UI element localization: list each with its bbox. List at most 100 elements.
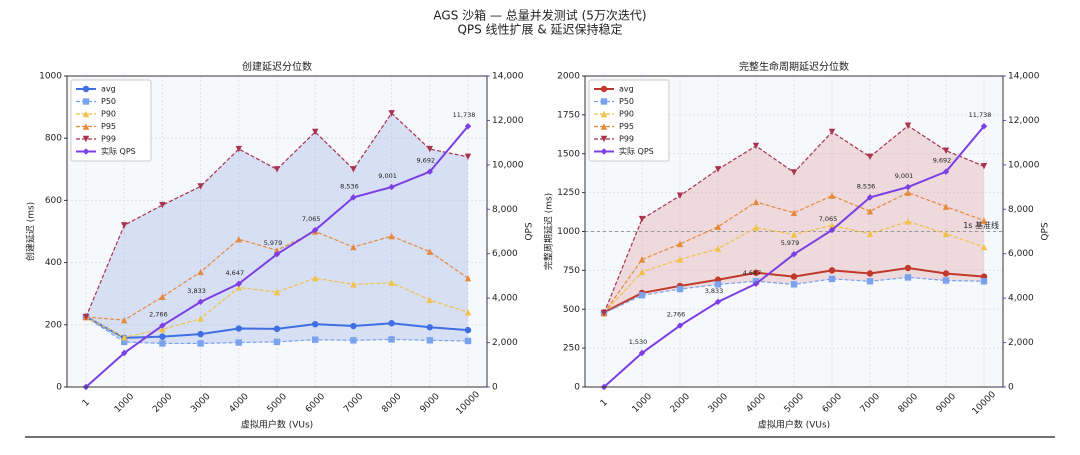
marker [752,224,760,231]
marker [273,325,281,333]
value-label: 3,833 [187,287,206,295]
reference-label: 1s 基准线 [963,220,999,230]
x-tick-label: 5000 [783,392,806,415]
x-tick-label: 9000 [935,392,958,415]
marker [790,281,798,288]
y2-axis-label: QPS [1041,222,1051,241]
marker [82,135,90,143]
marker [388,232,395,240]
x-tick-label: 3000 [707,392,730,415]
marker [980,162,988,170]
x-tick-label: 2000 [669,392,692,415]
marker [752,198,760,206]
legend-label: P90 [101,110,116,119]
value-label: 9,001 [895,172,914,180]
marker [121,338,128,346]
marker [942,168,950,175]
marker [464,123,472,130]
figure-title: AGS 沙箱 — 总量并发测试 (5万次迭代) [433,8,646,23]
marker [159,322,166,329]
x-tick-label: 1 [599,398,610,409]
plot-frame [66,75,488,388]
value-label: 9,692 [416,157,435,165]
y-tick-label: 1000 [39,72,62,82]
marker [312,226,319,234]
marker [638,215,646,223]
band-fill [604,125,984,314]
x-tick-label: 8000 [380,392,403,415]
value-label: 1,530 [629,338,648,346]
y-tick-label: 1500 [557,149,580,159]
marker [600,135,608,143]
marker [600,309,608,317]
marker [904,274,912,281]
marker [82,123,90,130]
value-label: 4,647 [225,269,244,277]
marker [828,267,836,274]
marker [638,292,646,299]
marker [600,123,608,130]
legend-label: P99 [101,135,116,144]
marker [235,236,242,243]
y2-tick-label: 4,000 [1008,294,1034,304]
marker [866,153,874,161]
marker [159,201,166,209]
legend-label: P50 [101,97,116,106]
marker [350,281,357,288]
marker [121,334,128,341]
y-tick-label: 2000 [557,72,580,82]
marker [866,270,874,277]
marker [942,270,950,277]
marker [828,192,836,199]
value-label: 11,738 [969,111,992,119]
x-axis-label: 虚拟用户数 (VUs) [758,419,830,431]
marker [388,320,395,327]
y2-tick-label: 10,000 [1008,160,1040,170]
marker [942,147,950,154]
marker [426,324,433,331]
marker [904,122,912,129]
y2-tick-label: 2,000 [1008,338,1034,348]
value-label: 9,001 [378,172,397,180]
marker [273,166,281,173]
marker [235,280,242,287]
marker [980,123,988,130]
y-axis-label: 创建延迟 (ms) [25,202,37,261]
marker [197,340,204,347]
marker [159,326,166,333]
marker [235,284,242,291]
marker [121,222,128,229]
x-tick-label: 7000 [342,392,365,415]
marker [942,230,950,238]
y2-tick-label: 4,000 [492,294,518,304]
marker [600,110,608,118]
marker [197,315,204,322]
marker [980,217,988,224]
marker [790,231,798,238]
x-tick-label: 5000 [266,392,289,415]
marker [464,326,472,334]
marker [752,269,760,276]
marker [752,142,760,150]
marker [159,333,166,340]
marker [350,166,357,173]
marker [752,280,760,287]
value-label: 5,979 [781,239,800,247]
marker [312,274,319,282]
marker [235,339,242,346]
marker [790,209,798,217]
marker [714,298,722,306]
value-label: 7,065 [302,215,321,223]
x-tick-label: 6000 [304,392,327,415]
marker [904,264,912,272]
marker [273,246,281,254]
y-tick-label: 400 [45,258,62,268]
x-tick-label: 1000 [631,392,654,415]
marker [600,85,608,93]
legend-label: P95 [619,122,634,131]
marker [312,320,319,328]
marker [828,275,836,283]
legend-label: 实际 QPS [619,146,654,156]
y-tick-label: 0 [574,383,580,393]
marker [828,226,836,234]
